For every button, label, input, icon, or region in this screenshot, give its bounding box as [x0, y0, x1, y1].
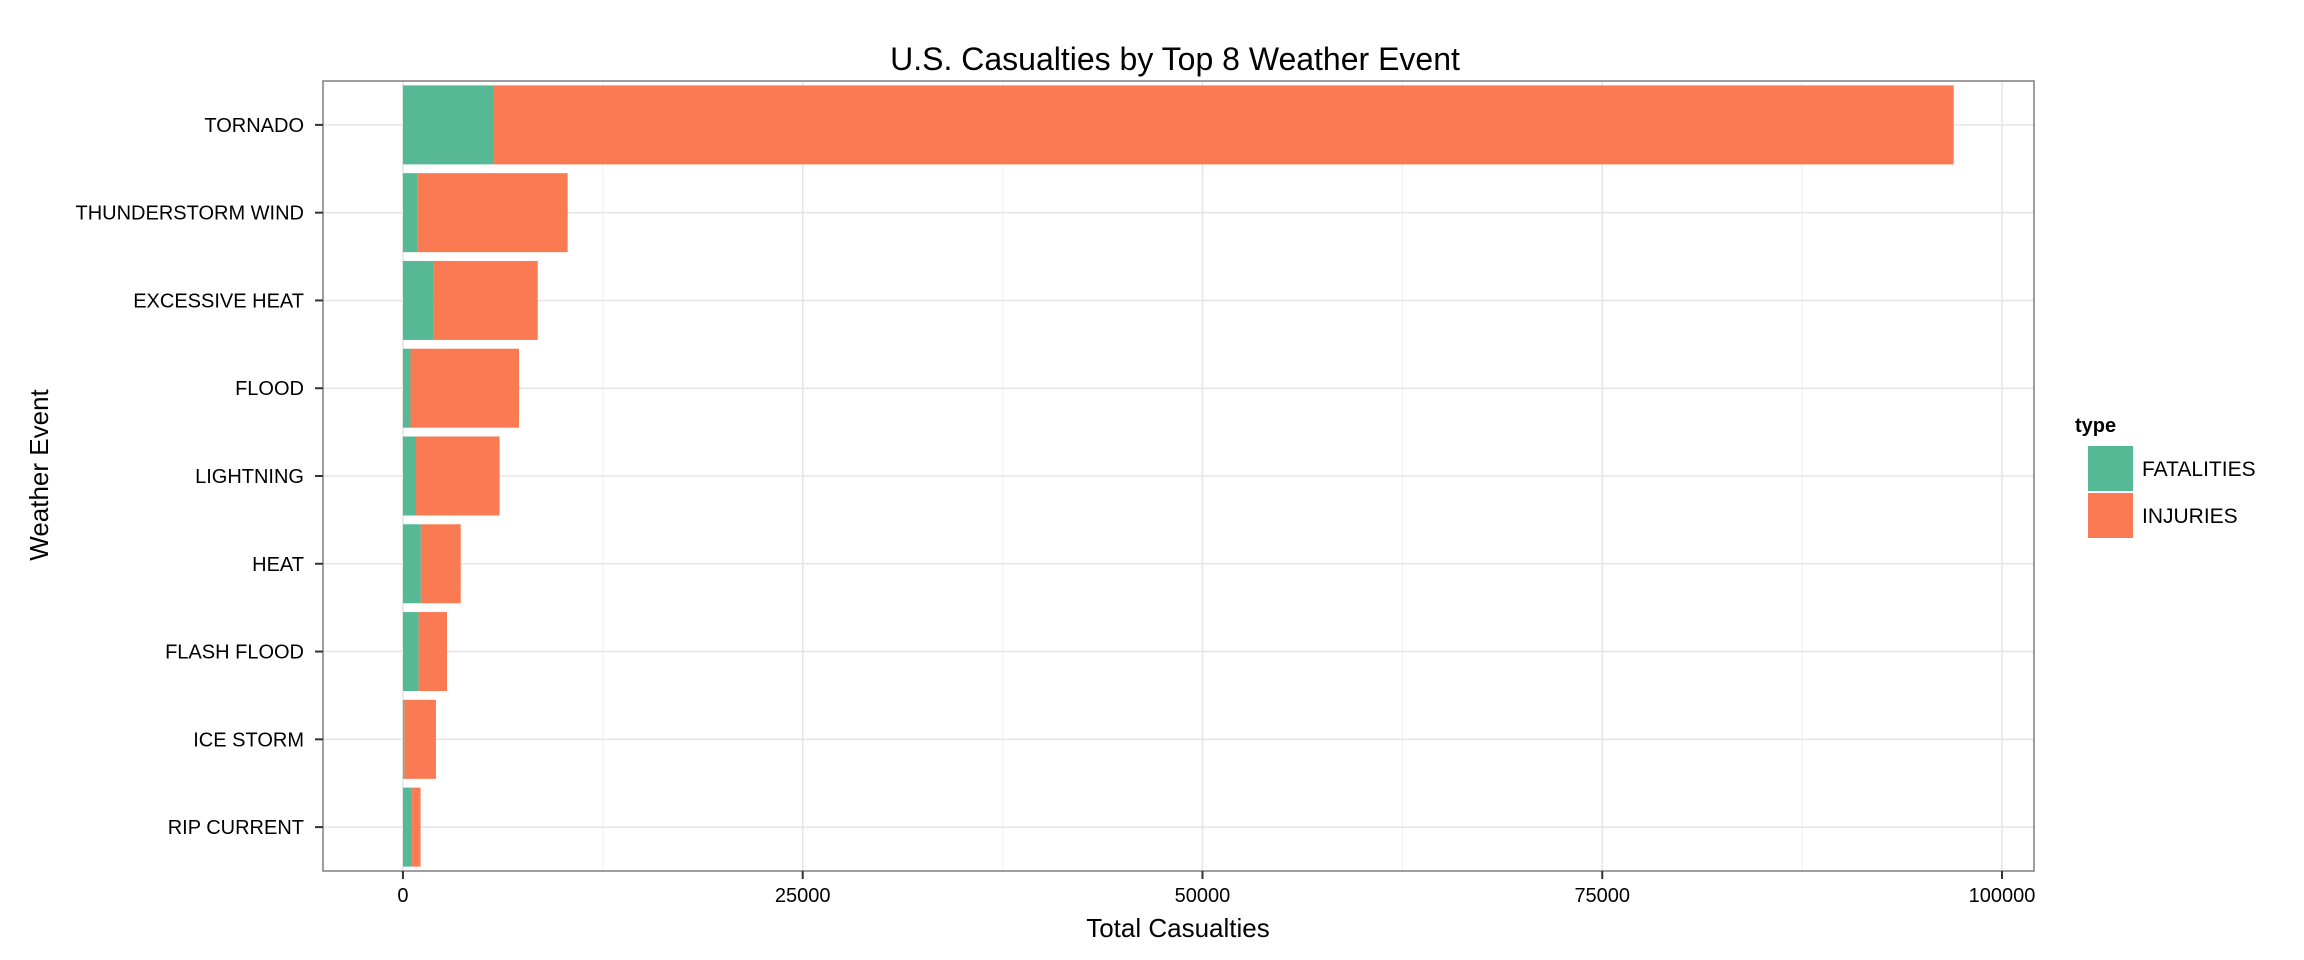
bar-injuries: [493, 85, 1954, 165]
bar-fatalities: [402, 260, 434, 340]
bar-injuries: [417, 173, 568, 253]
y-tick-label: HEAT: [252, 554, 304, 576]
x-tick-label: 25000: [775, 885, 831, 907]
bar-injuries: [404, 699, 436, 779]
y-tick-label: FLOOD: [235, 378, 304, 400]
legend-label: INJURIES: [2142, 505, 2238, 528]
y-tick-label: ICE STORM: [193, 729, 304, 751]
chart-title: U.S. Casualties by Top 8 Weather Event: [890, 41, 1460, 77]
y-tick-label: TORNADO: [204, 115, 304, 137]
y-tick-label: THUNDERSTORM WIND: [75, 203, 304, 225]
bar-injuries: [433, 260, 538, 340]
y-axis-title: Weather Event: [24, 388, 54, 560]
y-axis: TORNADO THUNDERSTORM WIND EXCESSIVE HEAT FL…: [75, 115, 323, 839]
bar-fatalities: [402, 699, 405, 779]
legend-title: type: [2075, 415, 2116, 437]
y-tick-label: FLASH FLOOD: [165, 642, 304, 664]
bar-injuries: [410, 348, 520, 428]
bar-fatalities: [402, 85, 494, 165]
legend-label: FATALITIES: [2142, 458, 2256, 481]
bar-fatalities: [402, 348, 411, 428]
x-axis: 0 25000 50000 75000 100000: [397, 871, 2035, 907]
x-axis-title: Total Casualties: [1086, 913, 1270, 943]
y-tick-label: EXCESSIVE HEAT: [133, 290, 304, 312]
legend-key-injuries: [2086, 491, 2135, 540]
bar-fatalities: [402, 524, 421, 604]
y-tick-label: LIGHTNING: [195, 466, 304, 488]
y-tick-label: RIP CURRENT: [168, 817, 304, 839]
bar-fatalities: [402, 436, 417, 516]
x-tick-label: 50000: [1175, 885, 1231, 907]
bar-fatalities: [402, 173, 418, 253]
bar-injuries: [420, 524, 461, 604]
x-tick-label: 100000: [1969, 885, 2036, 907]
bars: [402, 85, 1954, 867]
legend-key-fatalities: [2086, 444, 2135, 493]
legend: type FATALITIES INJURIES: [2075, 415, 2256, 540]
bar-injuries: [418, 612, 448, 692]
x-tick-label: 75000: [1574, 885, 1630, 907]
bar-fatalities: [402, 612, 419, 692]
bar-injuries: [416, 436, 500, 516]
x-tick-label: 0: [397, 885, 408, 907]
bar-fatalities: [402, 787, 413, 867]
bar-injuries: [412, 787, 421, 867]
